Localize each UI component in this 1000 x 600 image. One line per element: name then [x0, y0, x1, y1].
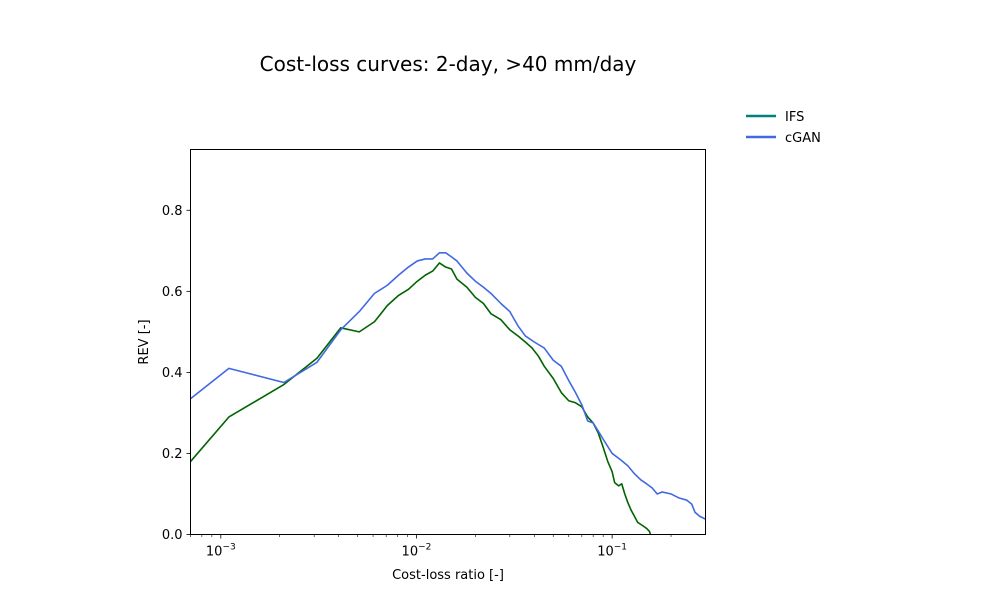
y-tick-label: 0.2: [162, 447, 183, 462]
y-axis-label: REV [-]: [137, 319, 152, 364]
x-axis-label: Cost-loss ratio [-]: [392, 568, 504, 583]
series-line-cgan: [190, 252, 706, 520]
y-tick-label: 0.6: [162, 285, 183, 300]
axes-frame: [190, 149, 706, 535]
y-tick-label: 0.8: [162, 204, 183, 219]
x-axis-minor-ticks: [190, 534, 672, 537]
x-axis: 10−3 10−2 10−1: [206, 534, 627, 560]
series-line-ifs: [189, 262, 652, 535]
chart-title: Cost-loss curves: 2-day, >40 mm/day: [260, 52, 637, 76]
legend: IFS cGAN: [746, 110, 821, 146]
legend-label-cgan: cGAN: [785, 131, 821, 146]
x-tick-label: 10−1: [597, 543, 627, 560]
y-tick-label: 0.0: [162, 528, 183, 543]
plot-area: 0.0 0.2 0.4 0.6 0.8 10−3 10−2 10−1: [162, 149, 706, 560]
legend-label-ifs: IFS: [785, 110, 804, 125]
x-tick-label: 10−2: [402, 543, 432, 560]
x-tick-label: 10−3: [206, 543, 236, 560]
y-tick-label: 0.4: [162, 366, 183, 381]
y-axis: 0.0 0.2 0.4 0.6 0.8: [162, 204, 191, 543]
series-layer: [189, 252, 706, 535]
